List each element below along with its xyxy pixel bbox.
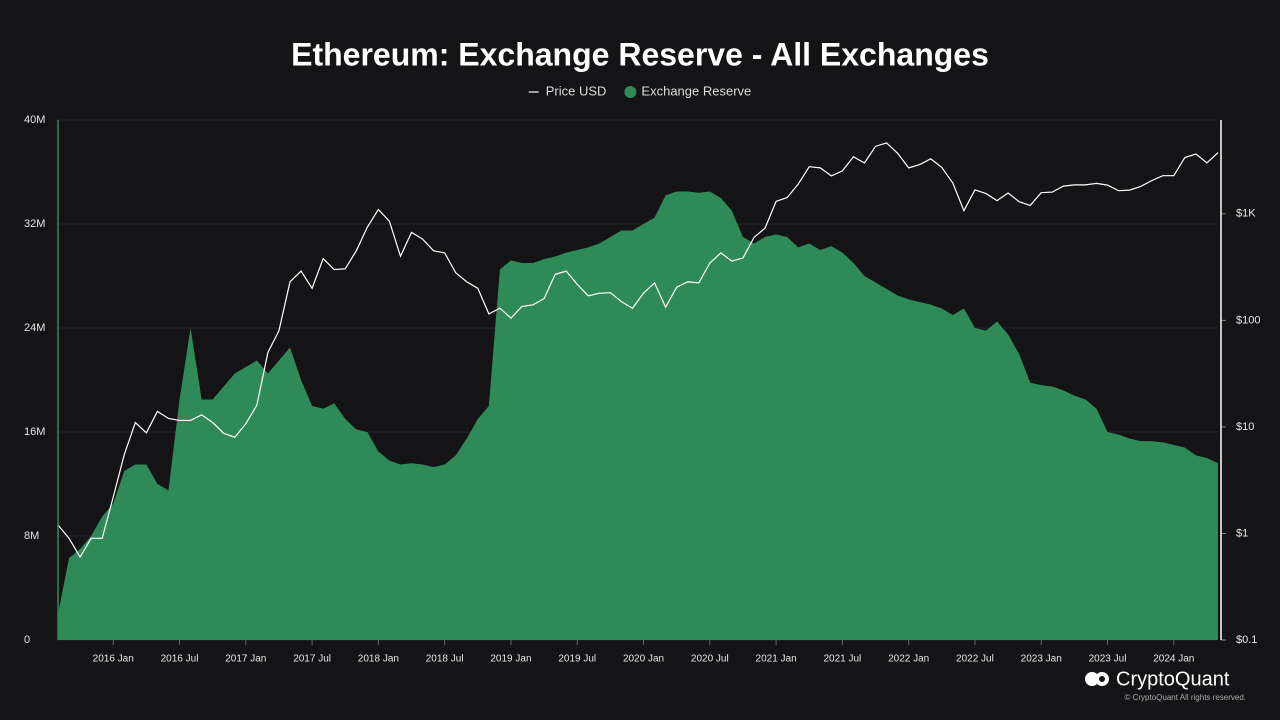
x-tick-label: 2020 Jul: [691, 654, 729, 665]
y-tick-label: 8M: [24, 530, 39, 542]
x-tick-label: 2019 Jan: [490, 654, 531, 665]
x-tick-label: 2023 Jul: [1089, 654, 1127, 665]
copyright: © CryptoQuant All rights reserved.: [1125, 693, 1247, 702]
x-tick-label: 2017 Jan: [225, 654, 266, 665]
legend-symbol: [624, 86, 637, 98]
x-tick-label: 2020 Jan: [623, 654, 664, 665]
y-tick-label: 24M: [24, 322, 45, 334]
x-tick-label: 2017 Jul: [293, 654, 331, 665]
y-tick-label: 40M: [24, 114, 45, 126]
legend: Price USD Exchange Reserve: [528, 83, 751, 98]
line: [57, 142, 1219, 559]
x-tick-label: 2016 Jan: [93, 654, 134, 665]
brand-logo: [1085, 672, 1109, 686]
x-tick-label: 2024 Jan: [1153, 654, 1194, 665]
x-tick-label: 2016 Jul: [161, 654, 199, 665]
x-tick-label: 2019 Jul: [558, 654, 596, 665]
y-tick-label: 16M: [24, 426, 45, 438]
y2-tick-label: $10: [1236, 421, 1254, 433]
y2-tick-label: $1: [1236, 527, 1248, 539]
y2-tick-label: $1K: [1236, 208, 1256, 220]
legend-label: Exchange Reserve: [641, 83, 751, 98]
area: [58, 191, 1218, 640]
x-tick-label: 2021 Jul: [823, 654, 861, 665]
legend-label: Price USD: [546, 83, 607, 98]
y-tick-label: 32M: [24, 218, 45, 230]
y2-tick-label: $0.1: [1236, 634, 1257, 646]
x-tick-label: 2023 Jan: [1021, 654, 1062, 665]
y2-tick-label: $100: [1236, 314, 1260, 326]
x-tick-label: 2022 Jul: [956, 654, 994, 665]
brand-name: CryptoQuant: [1116, 668, 1230, 690]
x-tick-label: 2021 Jan: [756, 654, 797, 665]
y-tick-label: 0: [24, 634, 30, 646]
x-tick-label: 2018 Jan: [358, 654, 399, 665]
x-tick-label: 2022 Jan: [888, 654, 929, 665]
x-tick-label: 2018 Jul: [426, 654, 464, 665]
chart-title: Ethereum: Exchange Reserve - All Exchang…: [291, 36, 989, 72]
